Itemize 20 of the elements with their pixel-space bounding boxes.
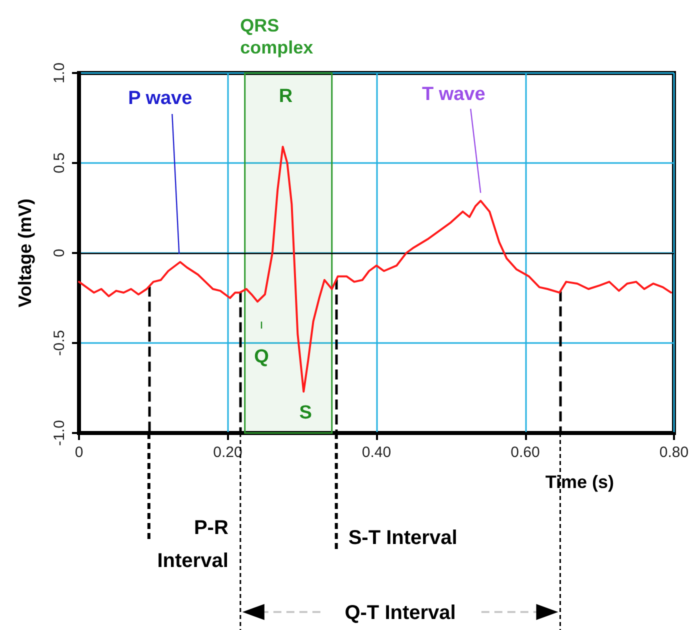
band-label: QRS complex: [240, 15, 314, 58]
y-tick-label: 0.5: [51, 152, 68, 174]
x-axis-title: Time (s): [545, 472, 614, 492]
annotation: S: [299, 402, 312, 424]
text: P-R Interval: [157, 517, 229, 572]
y-tick-label: 0: [51, 248, 68, 258]
annotation: P wave: [128, 88, 192, 110]
x-tick-label: 0.80: [659, 444, 689, 461]
x-tick-label: 0.40: [362, 444, 392, 461]
y-tick-label: -0.5: [51, 330, 68, 356]
y-tick-label: -1.0: [51, 420, 68, 446]
y-tick-label: 1.0: [51, 62, 68, 84]
annotation: T wave: [422, 84, 486, 105]
x-tick-label: 0: [74, 444, 84, 461]
x-tick-label: 0.60: [510, 444, 540, 461]
annotation: Q: [254, 346, 269, 368]
text: Q-T Interval: [344, 602, 456, 624]
annotation: R: [278, 86, 293, 107]
text: S-T Interval: [348, 527, 458, 549]
y-axis-title: Voltage (mV): [15, 198, 35, 308]
